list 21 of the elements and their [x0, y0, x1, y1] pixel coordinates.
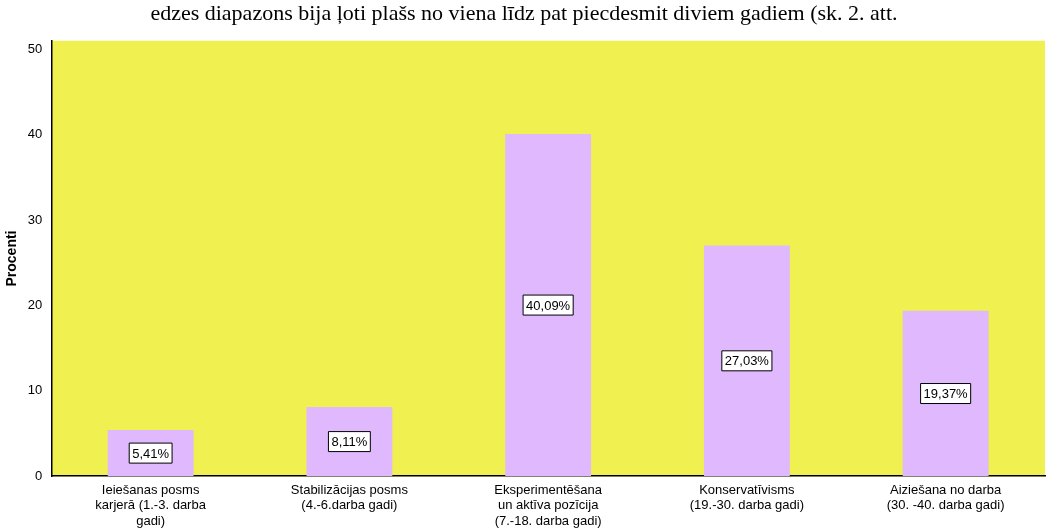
- data-label: 5,41%: [132, 445, 170, 461]
- y-tick-label: 40: [27, 126, 43, 142]
- data-label: 27,03%: [724, 353, 770, 369]
- data-label: 19,37%: [923, 386, 969, 402]
- y-tick-label: 10: [27, 382, 43, 398]
- x-tick-label: Konservatīvisms (19.-30. darba gadi): [689, 481, 804, 513]
- bar: [505, 133, 592, 477]
- x-tick-label: Eksperimentēšana un aktīva pozīcija (7.-18. darba gadi): [494, 481, 603, 528]
- y-tick-label: 20: [27, 297, 43, 313]
- data-label: 40,09%: [526, 297, 571, 313]
- y-tick-label: 30: [27, 211, 43, 227]
- y-tick-label: 0: [35, 467, 43, 483]
- x-tick-label: Aiziešana no darba (30. -40. darba gadi): [886, 481, 1005, 513]
- bar: [902, 310, 989, 477]
- text: edzes diapazons bija ļoti plašs no viena līdz pat piecdesmit diviem gadiem (sk. 2. att.: [149, 0, 899, 26]
- x-tick-label: Stabilizācijas posms (4.-6.darba gadi): [290, 481, 409, 513]
- x-tick-label: Ieiešanas posms karjerā (1.-3. darba gadi): [95, 481, 207, 528]
- bar: [703, 245, 790, 477]
- y-tick-label: 50: [27, 40, 43, 56]
- data-label: 8,11%: [331, 434, 368, 450]
- y-axis-title: Procenti: [3, 230, 20, 287]
